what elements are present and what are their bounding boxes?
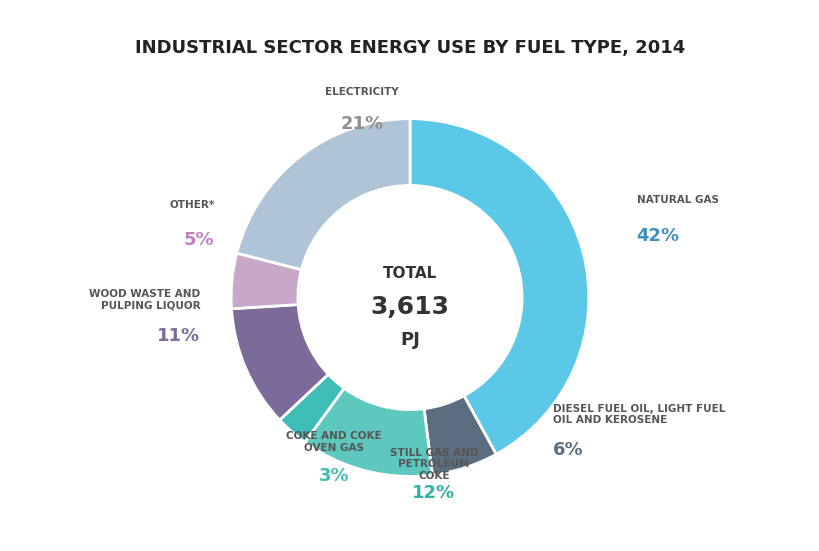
Text: 42%: 42%	[636, 226, 679, 245]
Wedge shape	[423, 396, 495, 475]
Text: 3%: 3%	[318, 467, 349, 485]
Text: 11%: 11%	[157, 327, 200, 345]
Text: 3,613: 3,613	[370, 295, 449, 319]
Text: 5%: 5%	[183, 231, 215, 249]
Wedge shape	[305, 388, 432, 477]
Wedge shape	[410, 118, 588, 454]
Wedge shape	[237, 118, 410, 269]
Text: 12%: 12%	[412, 484, 455, 501]
Text: OTHER*: OTHER*	[169, 199, 215, 209]
Text: ELECTRICITY: ELECTRICITY	[325, 87, 399, 97]
Text: PJ: PJ	[400, 332, 419, 349]
Wedge shape	[231, 253, 301, 309]
Text: COKE AND COKE
OVEN GAS: COKE AND COKE OVEN GAS	[286, 431, 381, 453]
Text: DIESEL FUEL OIL, LIGHT FUEL
OIL AND KEROSENE: DIESEL FUEL OIL, LIGHT FUEL OIL AND KERO…	[552, 403, 725, 425]
Text: WOOD WASTE AND
PULPING LIQUOR: WOOD WASTE AND PULPING LIQUOR	[89, 289, 200, 311]
Wedge shape	[279, 374, 344, 442]
Text: 21%: 21%	[341, 115, 383, 133]
Text: TOTAL: TOTAL	[382, 266, 437, 281]
Text: 6%: 6%	[552, 441, 583, 459]
Text: NATURAL GAS: NATURAL GAS	[636, 195, 717, 205]
Text: INDUSTRIAL SECTOR ENERGY USE BY FUEL TYPE, 2014: INDUSTRIAL SECTOR ENERGY USE BY FUEL TYP…	[134, 39, 685, 57]
Text: STILL GAS AND
PETROLEUM
COKE: STILL GAS AND PETROLEUM COKE	[389, 448, 477, 481]
Wedge shape	[231, 305, 328, 420]
